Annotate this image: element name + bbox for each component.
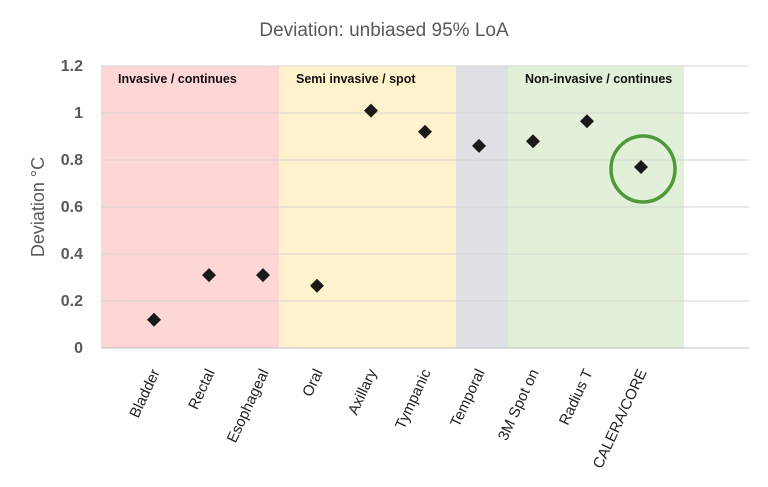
data-point	[472, 138, 486, 153]
data-point	[256, 268, 270, 283]
data-point	[202, 268, 216, 283]
y-tick-label: 0	[74, 340, 83, 357]
chart-title: Deviation: unbiased 95% LoA	[259, 20, 509, 41]
data-point	[418, 124, 432, 139]
y-tick-labels: 0 0.2 0.4 0.6 0.8 1 1.2	[61, 58, 83, 357]
data-point	[310, 278, 324, 293]
x-tick-label: Oral	[299, 367, 326, 400]
x-tick-label: Temporal	[447, 367, 488, 430]
gridlines	[101, 65, 749, 349]
highlight-circle	[609, 134, 677, 204]
y-tick-label: 0.2	[61, 293, 83, 310]
region-label: Semi invasive / spot	[296, 72, 416, 86]
y-tick-label: 0.6	[61, 199, 83, 216]
x-tick-label: Axillary	[345, 366, 381, 417]
x-tick-label: Tympanic	[392, 366, 435, 432]
data-points	[147, 103, 648, 327]
x-tick-label: Esophageal	[224, 367, 273, 446]
highlight-ellipse	[609, 134, 677, 204]
y-axis-label: Deviation °C	[28, 157, 48, 257]
y-tick-label: 0.8	[61, 152, 83, 169]
x-tick-labels: Bladder Rectal Esophageal Oral Axillary Tympa…	[126, 366, 650, 471]
x-tick-label: CALERA/CORE	[590, 367, 651, 472]
data-point	[634, 160, 648, 175]
data-point	[364, 103, 378, 118]
y-tick-label: 1.2	[61, 58, 83, 75]
data-point	[580, 114, 594, 129]
x-tick-label: Radius T	[556, 367, 597, 428]
region-label: Invasive / continues	[118, 72, 237, 86]
region-label: Non-invasive / continues	[525, 72, 672, 86]
y-tick-label: 1	[74, 105, 83, 122]
data-point	[526, 134, 540, 149]
data-point	[147, 312, 161, 327]
x-tick-label: 3M Spot on	[495, 367, 543, 444]
x-tick-label: Bladder	[126, 367, 163, 421]
y-tick-label: 0.4	[61, 246, 83, 263]
x-tick-label: Rectal	[185, 367, 218, 413]
